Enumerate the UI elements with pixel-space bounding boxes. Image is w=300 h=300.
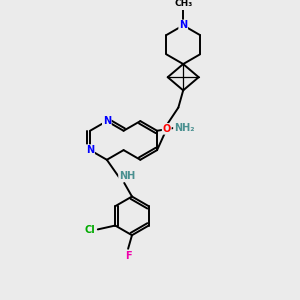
Text: N: N	[103, 116, 111, 126]
Text: Cl: Cl	[85, 225, 95, 236]
Text: O: O	[163, 124, 171, 134]
Text: CH₃: CH₃	[174, 0, 192, 8]
Text: N: N	[86, 145, 94, 155]
Text: N: N	[179, 20, 187, 30]
Text: NH₂: NH₂	[174, 123, 194, 133]
Text: F: F	[125, 251, 131, 262]
Text: NH: NH	[119, 171, 135, 181]
